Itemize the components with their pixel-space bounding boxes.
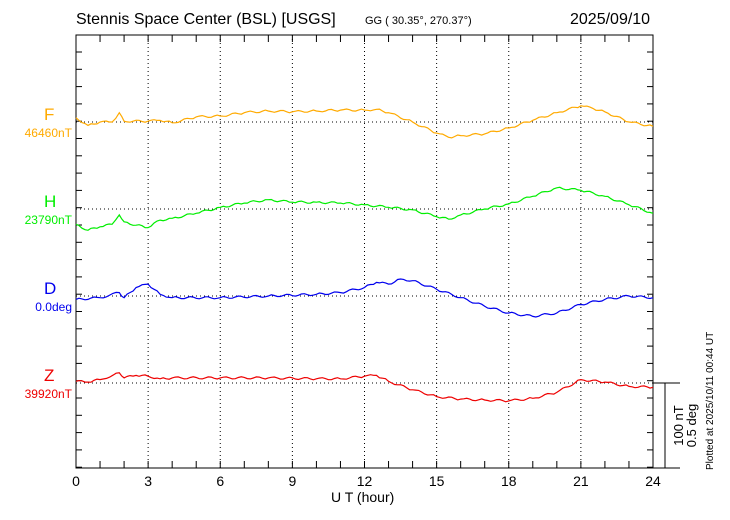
baseline-label: 0.0deg bbox=[35, 300, 72, 314]
x-tick-label: 0 bbox=[72, 473, 80, 489]
plotted-note: Plotted at 2025/10/11 00:44 UT bbox=[705, 331, 716, 470]
date-label: 2025/09/10 bbox=[570, 11, 651, 28]
series-name: D bbox=[44, 279, 57, 298]
x-tick-label: 12 bbox=[356, 473, 373, 489]
scale-deg: 0.5 deg bbox=[684, 403, 699, 448]
series-name: F bbox=[44, 105, 55, 124]
x-tick-label: 3 bbox=[144, 473, 153, 489]
baseline-label: 46460nT bbox=[24, 126, 72, 140]
x-axis-label: U T (hour) bbox=[331, 489, 395, 505]
baseline-label: 23790nT bbox=[24, 213, 72, 227]
series-f-line bbox=[75, 105, 654, 139]
x-tick-label: 15 bbox=[428, 473, 445, 489]
series-h-line bbox=[75, 186, 654, 231]
series-name: Z bbox=[44, 366, 55, 385]
x-tick-label: 18 bbox=[500, 473, 517, 489]
coords-label: GG ( 30.35°, 270.37°) bbox=[365, 15, 472, 27]
chart-title: Stennis Space Center (BSL) [USGS] bbox=[76, 11, 336, 28]
x-tick-label: 6 bbox=[216, 473, 225, 489]
x-tick-label: 21 bbox=[573, 473, 589, 489]
x-tick-label: 9 bbox=[288, 473, 297, 489]
x-tick-label: 24 bbox=[645, 473, 661, 489]
baseline-label: 39920nT bbox=[24, 387, 72, 401]
series-name: H bbox=[44, 192, 57, 211]
series-d-line bbox=[75, 278, 654, 318]
series-z-line bbox=[75, 372, 654, 403]
scale-bar-label: 100 nT 0.5 deg bbox=[671, 383, 699, 468]
